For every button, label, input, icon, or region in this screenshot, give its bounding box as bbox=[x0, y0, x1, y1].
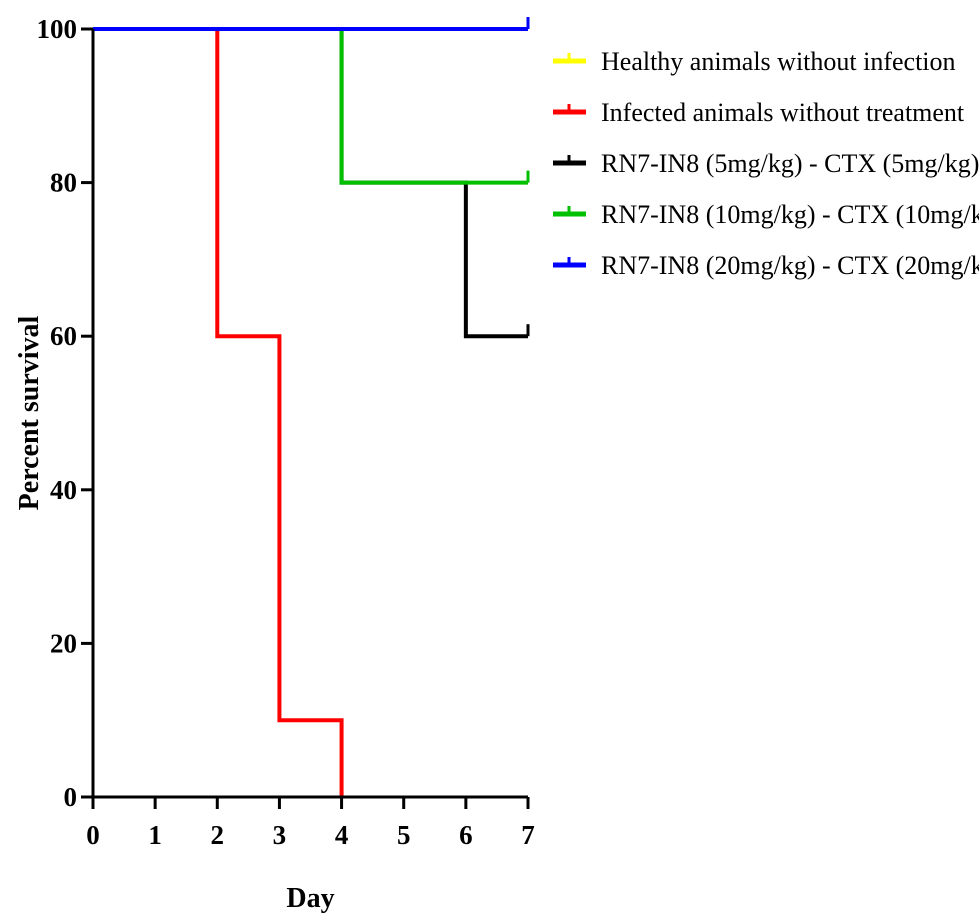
x-tick-label: 0 bbox=[86, 820, 100, 850]
legend-item: Infected animals without treatment bbox=[553, 98, 965, 127]
legend-label: RN7-IN8 (5mg/kg) - CTX (5mg/kg) bbox=[601, 149, 979, 178]
y-tick-label: 100 bbox=[37, 14, 78, 44]
legend-item: RN7-IN8 (5mg/kg) - CTX (5mg/kg) bbox=[553, 149, 979, 178]
x-tick-label: 2 bbox=[211, 820, 225, 850]
x-tick-label: 5 bbox=[397, 820, 411, 850]
y-ticks: 0 20 40 60 80 100 bbox=[37, 14, 93, 812]
x-ticks: 0 1 2 3 4 5 6 7 bbox=[86, 797, 535, 850]
x-tick-label: 6 bbox=[459, 820, 473, 850]
y-tick-label: 60 bbox=[50, 321, 77, 351]
x-tick-label: 1 bbox=[148, 820, 162, 850]
x-tick-label: 3 bbox=[273, 820, 287, 850]
series-line-4 bbox=[93, 27, 528, 185]
x-tick-label: 7 bbox=[521, 820, 535, 850]
y-tick-label: 80 bbox=[50, 168, 77, 198]
axes-layer bbox=[91, 29, 528, 799]
legend-item: RN7-IN8 (20mg/kg) - CTX (20mg/kg) bbox=[553, 251, 979, 280]
y-tick-label: 40 bbox=[50, 475, 77, 505]
legend-label: RN7-IN8 (10mg/kg) - CTX (10mg/kg) bbox=[601, 200, 979, 229]
legend-label: Infected animals without treatment bbox=[601, 98, 965, 127]
y-axis-title: Percent survival bbox=[14, 315, 45, 510]
series-line-2 bbox=[93, 27, 344, 797]
legend-label: Healthy animals without infection bbox=[601, 47, 956, 76]
legend-item: Healthy animals without infection bbox=[553, 47, 956, 76]
x-tick-label: 4 bbox=[335, 820, 349, 850]
y-tick-label: 0 bbox=[64, 782, 78, 812]
legend: Healthy animals without infection Infecte… bbox=[553, 47, 979, 280]
legend-item: RN7-IN8 (10mg/kg) - CTX (10mg/kg) bbox=[553, 200, 979, 229]
x-axis-title: Day bbox=[286, 883, 334, 914]
y-tick-label: 20 bbox=[50, 628, 77, 658]
legend-label: RN7-IN8 (20mg/kg) - CTX (20mg/kg) bbox=[601, 251, 979, 280]
series-layer bbox=[93, 17, 530, 797]
